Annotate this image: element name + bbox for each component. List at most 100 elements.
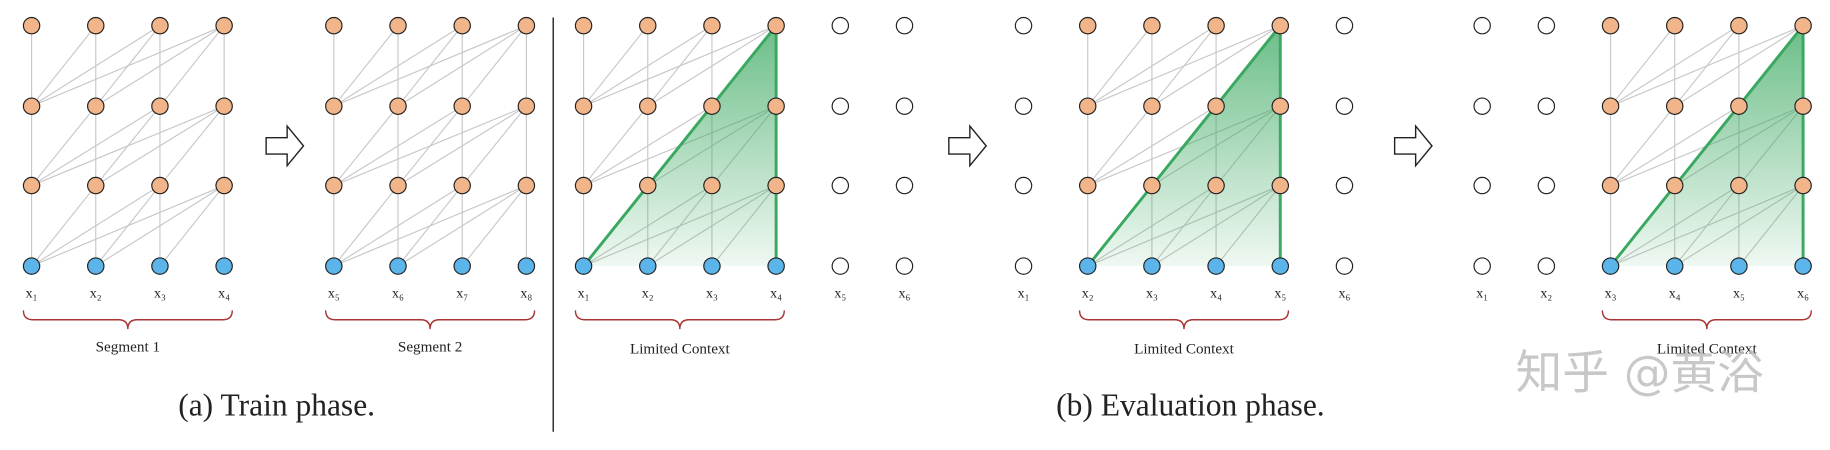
node [325, 97, 343, 115]
edge [1610, 105, 1676, 186]
caption: (b) Evaluation phase. [1056, 388, 1325, 423]
node [389, 16, 407, 35]
node [517, 16, 536, 35]
node [1665, 176, 1684, 195]
token-label: x₁ [1018, 286, 1030, 301]
edge [333, 25, 399, 107]
node [831, 97, 850, 115]
edge [583, 25, 649, 107]
edge [95, 105, 225, 187]
edge [647, 25, 777, 107]
edge [95, 25, 225, 107]
node [1473, 257, 1491, 275]
token-label: x₆ [1797, 286, 1809, 301]
node [1537, 176, 1556, 195]
node [1271, 16, 1290, 35]
node [1473, 97, 1491, 115]
token-label: x₇ [456, 286, 468, 301]
brace-label: Limited Context [630, 341, 731, 358]
edge [583, 105, 649, 186]
token-label: x₁ [578, 286, 590, 301]
node [703, 16, 721, 35]
token-label: x₆ [1339, 286, 1351, 301]
node [639, 257, 657, 275]
edge [1087, 25, 1217, 107]
node [1143, 176, 1161, 195]
node [215, 257, 233, 275]
node [1537, 257, 1556, 275]
token-label: x₃ [1146, 286, 1158, 301]
node [1794, 16, 1812, 35]
node [1271, 176, 1290, 195]
node [1794, 257, 1812, 275]
edge [31, 185, 97, 267]
node [22, 16, 41, 35]
node [453, 16, 471, 35]
brace [1601, 310, 1812, 330]
brace [1078, 310, 1290, 330]
token-label: x₈ [520, 286, 532, 301]
node [1473, 176, 1491, 195]
edge [333, 105, 399, 186]
node [1207, 97, 1225, 115]
edge [461, 185, 527, 267]
node [1794, 97, 1812, 115]
node [1665, 16, 1684, 35]
node [1730, 16, 1748, 35]
edge [583, 25, 777, 107]
node [151, 97, 169, 115]
node [453, 257, 471, 275]
node [87, 257, 105, 275]
node [1078, 257, 1097, 275]
node [1078, 97, 1097, 115]
edge [333, 185, 463, 267]
node [325, 257, 343, 275]
node [574, 176, 593, 195]
edge [333, 105, 527, 187]
token-label: x₅ [1274, 286, 1286, 301]
node [1335, 257, 1354, 275]
node [1014, 257, 1033, 275]
node [1601, 176, 1620, 195]
node [325, 16, 343, 35]
node [151, 176, 169, 195]
token-label: x₃ [154, 286, 166, 301]
node [703, 176, 721, 195]
node [1207, 176, 1225, 195]
node [767, 97, 785, 115]
watermark: 知乎 @黄浴 [1516, 346, 1764, 400]
token-label: x₅ [834, 286, 846, 301]
node [1014, 16, 1033, 35]
brace-label: Segment 1 [96, 338, 160, 355]
node [1794, 176, 1812, 195]
edge [31, 25, 161, 107]
edge [1610, 25, 1804, 107]
node [1014, 97, 1033, 115]
node [22, 97, 41, 115]
edge [1087, 105, 1153, 186]
token-label: x₅ [328, 286, 340, 301]
caption: (a) Train phase. [178, 388, 375, 423]
node [1665, 97, 1684, 115]
edge [31, 25, 97, 107]
node [1271, 257, 1290, 275]
token-label: x₂ [90, 286, 102, 301]
node [1335, 16, 1354, 35]
node [453, 97, 471, 115]
edge [1610, 25, 1740, 107]
edge [1610, 25, 1676, 107]
node [1207, 257, 1225, 275]
edge [583, 25, 713, 107]
node [1335, 176, 1354, 195]
edge [397, 25, 527, 107]
token-label: x₅ [1733, 286, 1745, 301]
node [1730, 176, 1748, 195]
node [1143, 16, 1161, 35]
node [453, 176, 471, 195]
edge [1674, 25, 1804, 107]
edge [159, 105, 225, 186]
node [895, 16, 914, 35]
node [831, 16, 850, 35]
node [1014, 176, 1033, 195]
token-label: x₄ [1669, 286, 1681, 301]
